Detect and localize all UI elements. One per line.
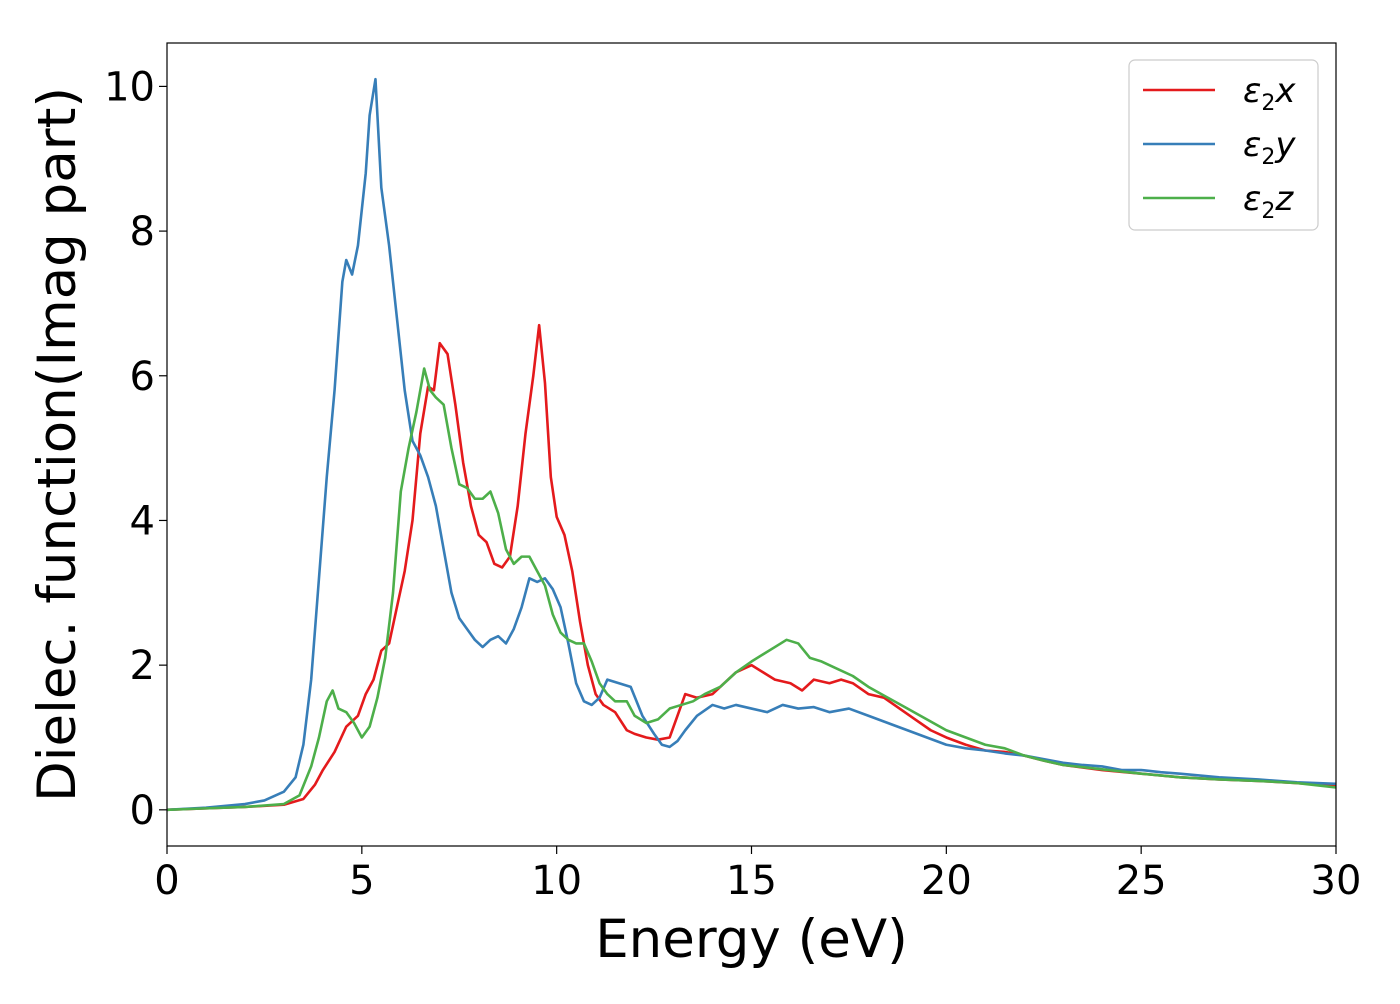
x-tick-label: 10 [531,858,582,904]
y-axis-title: Dielec. function(Imag part) [27,87,88,802]
x-tick-label: 25 [1116,858,1167,904]
series-line-x [167,323,1336,812]
legend-label-z: ε2z [1243,179,1294,224]
x-tick-label: 15 [726,858,777,904]
legend: ε2x ε2y ε2z [1128,59,1319,231]
y-tick-label: 6 [130,354,155,400]
series-line-y [167,77,1336,812]
x-tick-label: 5 [349,858,374,904]
x-tick-label: 20 [921,858,972,904]
y-tick-label: 0 [130,788,155,834]
legend-label-x: ε2x [1243,71,1296,116]
series-layer [167,77,1336,812]
y-axis-ticks: 0 2 4 6 8 10 [104,64,167,834]
x-tick-label: 30 [1311,858,1362,904]
y-tick-label: 2 [130,643,155,689]
y-tick-label: 8 [130,209,155,255]
legend-box [1128,59,1319,231]
legend-label-y: ε2y [1243,125,1296,170]
x-axis-title: Energy (eV) [595,909,908,970]
x-tick-label: 0 [154,858,179,904]
y-tick-label: 4 [130,498,155,544]
series-line-z [167,367,1336,812]
x-axis-ticks: 0 5 10 15 20 25 30 [154,846,1361,904]
y-tick-label: 10 [104,64,155,110]
